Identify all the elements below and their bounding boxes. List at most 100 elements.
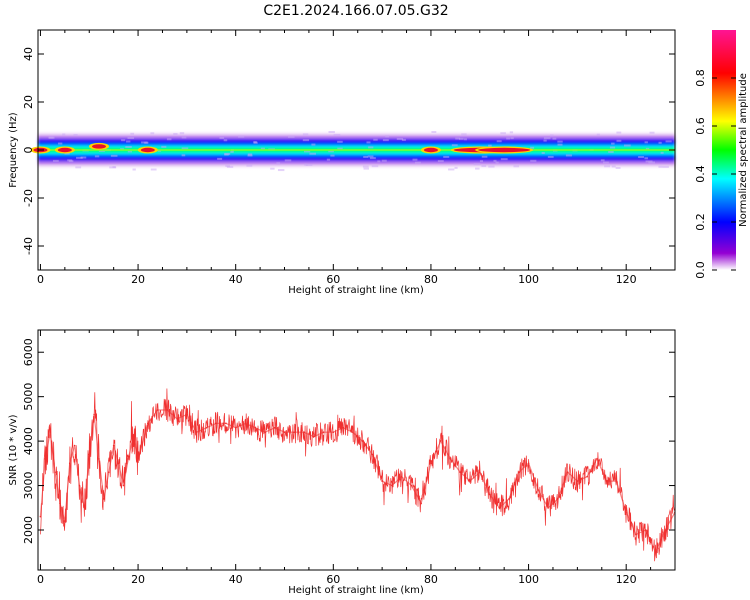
colorbar-label: Normalized spectral amplitude xyxy=(738,73,749,227)
snr-point xyxy=(596,458,598,460)
snr-point xyxy=(410,484,413,487)
snr-point xyxy=(361,440,364,442)
spectral-speckle xyxy=(414,161,421,164)
spectral-speckle xyxy=(76,156,83,159)
spectral-speckle xyxy=(337,147,343,150)
snr-y-tick-label: 6000 xyxy=(22,338,35,366)
snr-y-tick-label: 2000 xyxy=(22,516,35,544)
spectral-speckle xyxy=(366,141,371,144)
colorbar-tick-label: 0.4 xyxy=(694,165,707,183)
snr-point xyxy=(44,458,47,460)
spectral-speckle xyxy=(604,165,611,168)
snr-y-tick-label: 5000 xyxy=(22,383,35,411)
spectral-speckle xyxy=(658,141,662,144)
snr-point xyxy=(127,458,130,460)
snr-point xyxy=(488,493,491,496)
spectral-speckle xyxy=(638,156,644,159)
spectral-speckle xyxy=(127,150,132,153)
spectral-speckle xyxy=(362,165,369,168)
spectral-speckle xyxy=(230,150,234,153)
snr-point xyxy=(498,506,501,509)
spectral-speckle xyxy=(238,135,245,138)
spectral-speckle xyxy=(500,158,508,161)
spectrogram-y-tick-label: 40 xyxy=(22,47,35,61)
snr-point xyxy=(39,515,42,518)
snr-x-tick-label: 0 xyxy=(37,573,44,586)
spectral-speckle xyxy=(481,165,487,168)
spectral-speckle xyxy=(454,166,458,169)
spectrogram-y-tick-label: -40 xyxy=(22,237,35,255)
spectrogram-x-tick-label: 40 xyxy=(229,273,243,286)
snr-x-tick-label: 40 xyxy=(229,573,243,586)
snr-point xyxy=(107,471,110,474)
spectral-speckle xyxy=(246,164,253,167)
spectral-speckle xyxy=(328,131,335,134)
snr-point xyxy=(244,422,247,425)
spectral-speckle xyxy=(451,144,458,147)
spectral-hotspot xyxy=(57,147,72,153)
snr-point xyxy=(137,458,139,460)
spectral-speckle xyxy=(284,159,292,162)
spectral-speckle xyxy=(52,159,59,162)
spectral-speckle xyxy=(541,152,545,155)
spectral-speckle xyxy=(328,150,334,153)
spectral-speckle xyxy=(488,144,492,147)
spectral-hotspot xyxy=(478,147,531,153)
snr-point xyxy=(391,484,393,487)
snr-point xyxy=(176,418,178,420)
snr-point xyxy=(654,551,657,554)
snr-y-axis: 2000 3000 4000 5000 6000 xyxy=(22,338,675,544)
snr-point xyxy=(68,462,71,465)
spectral-speckle xyxy=(130,132,135,135)
snr-point xyxy=(576,480,579,482)
spectral-speckle xyxy=(121,139,126,142)
spectral-speckle xyxy=(509,131,514,134)
spectral-speckle xyxy=(552,137,557,140)
spectral-speckle xyxy=(302,139,310,142)
snr-point xyxy=(527,462,530,465)
spectral-speckle xyxy=(479,160,484,163)
spectral-speckle xyxy=(481,155,488,158)
colorbar-axis: 0.0 0.2 0.4 0.6 0.8 xyxy=(694,69,736,279)
snr-x-axis: 0 20 40 60 80 100 120 xyxy=(37,330,652,586)
spectral-speckle xyxy=(150,132,155,135)
spectral-speckle xyxy=(179,132,185,135)
spectral-speckle xyxy=(181,154,186,157)
spectral-speckle xyxy=(624,144,631,147)
spectral-speckle xyxy=(506,137,511,140)
snr-point xyxy=(400,475,403,478)
snr-point xyxy=(478,471,481,474)
snr-point xyxy=(93,413,95,416)
snr-line xyxy=(39,409,675,554)
colorbar-tick-label: 0.6 xyxy=(694,117,707,135)
spectral-speckle xyxy=(658,165,663,168)
spectral-speckle xyxy=(326,158,331,161)
colorbar-tick-label: 0.0 xyxy=(694,261,707,279)
spectral-speckle xyxy=(304,163,308,166)
snr-x-tick-label: 100 xyxy=(518,573,539,586)
spectral-speckle xyxy=(253,141,258,144)
spectral-speckle xyxy=(217,157,223,160)
snr-point xyxy=(566,471,569,474)
spectral-speckle xyxy=(150,168,157,171)
colorbar-gradient xyxy=(712,30,736,270)
snr-point xyxy=(537,489,540,491)
spectral-speckle xyxy=(557,143,563,146)
spectral-speckle xyxy=(431,131,437,134)
snr-point xyxy=(166,409,169,411)
spectral-speckle xyxy=(602,161,609,164)
snr-x-tick-label: 20 xyxy=(131,573,145,586)
snr-panel: 0 20 40 60 80 100 120 2000 3000 4000 5000 6000 Hei… xyxy=(8,329,676,596)
spectrogram-y-tick-label: 0 xyxy=(22,147,35,154)
snr-point xyxy=(122,484,125,487)
spectral-speckle xyxy=(68,160,74,163)
spectral-speckle xyxy=(132,168,136,171)
spectral-speckle xyxy=(644,141,648,144)
spectral-speckle xyxy=(557,140,563,143)
snr-point xyxy=(195,431,198,434)
spectral-speckle xyxy=(144,141,149,144)
snr-point xyxy=(508,498,510,500)
spectral-hotspot xyxy=(423,147,438,153)
spectral-speckle xyxy=(665,140,672,143)
